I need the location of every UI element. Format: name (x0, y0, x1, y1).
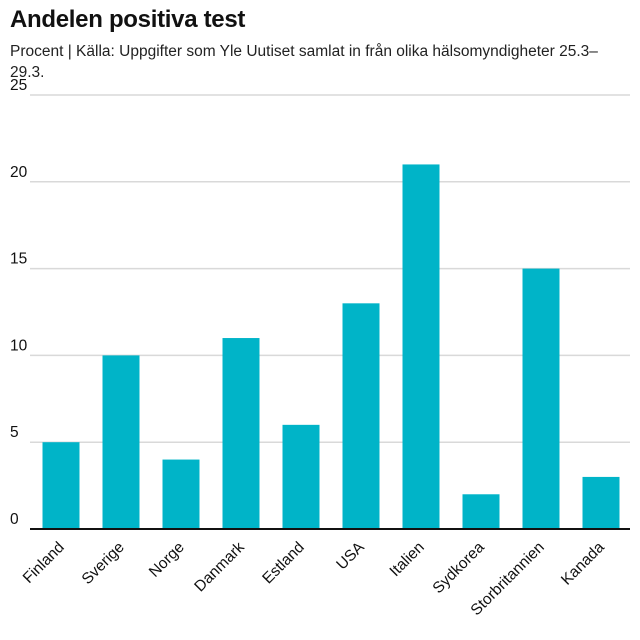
y-tick-label: 25 (10, 77, 27, 94)
bar-finland (42, 442, 80, 529)
x-tick-label: Danmark (191, 539, 248, 596)
bar-storbritannien (522, 268, 560, 529)
chart-title: Andelen positiva test (10, 6, 246, 33)
bar-sverige (102, 355, 140, 529)
x-tick-label: USA (333, 538, 368, 573)
x-tick-label: Sydkorea (430, 539, 489, 598)
x-tick-label: Kanada (558, 539, 608, 589)
bar-danmark (222, 338, 260, 529)
x-tick-label: Norge (146, 539, 188, 581)
bar-kanada (582, 476, 620, 529)
chart-subtitle: Procent | Källa: Uppgifter som Yle Uutis… (10, 43, 598, 81)
y-tick-label: 5 (10, 424, 19, 441)
bar-norge (162, 459, 200, 529)
bar-italien (402, 164, 440, 529)
y-tick-label: 15 (10, 251, 27, 268)
x-tick-label: Sverige (79, 539, 128, 588)
y-tick-label: 20 (10, 164, 28, 181)
bar-sydkorea (462, 494, 500, 529)
bars (42, 164, 620, 529)
y-tick-label: 10 (10, 337, 28, 354)
bar-estland (282, 424, 320, 529)
x-tick-label: Finland (20, 539, 68, 587)
x-tick-label: Estland (259, 539, 308, 588)
x-tick-label: Italien (387, 539, 428, 580)
y-tick-label: 0 (10, 511, 19, 528)
bar-usa (342, 303, 380, 529)
